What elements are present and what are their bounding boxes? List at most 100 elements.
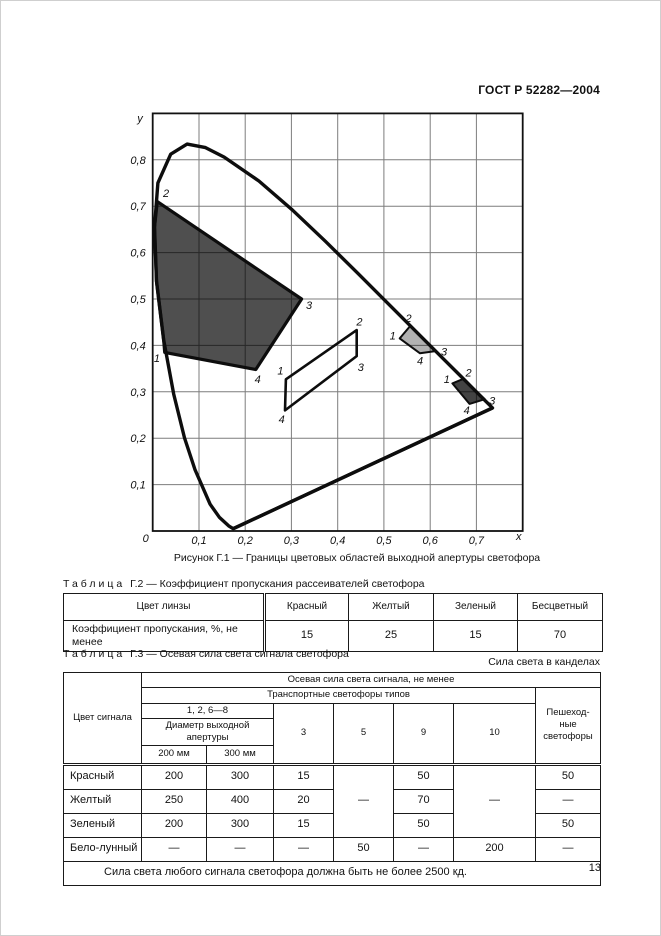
g3-header-row-3: 1, 2, 6—8 3 5 9 10 [64, 702, 601, 765]
y-tick-label: 0,5 [130, 294, 146, 306]
g3-whitemoon-signal: Бело-лунный [63, 836, 142, 862]
y-tick-label: 0,4 [130, 340, 145, 352]
g2-value-green: 15 [433, 619, 518, 653]
g3-header-diameter: Диаметр выходной апертуры [141, 717, 274, 746]
origin-tick-label: 0 [143, 533, 150, 545]
yellow-region-vertex-label: 4 [417, 356, 423, 368]
g3-whitemoon-t5: 50 [333, 836, 394, 862]
g3-row-red: Красный 200 300 15 — 50 — 50 [63, 762, 602, 838]
y-tick-label: 0,7 [130, 201, 146, 213]
g3-header-type-10: 10 [453, 702, 536, 765]
white-region-vertex-label: 4 [279, 414, 285, 426]
g3-yellow-t3: 20 [273, 788, 334, 814]
g2-value-colorless: 70 [517, 619, 603, 653]
g3-whitemoon-ped: — [534, 836, 602, 862]
x-tick-label: 0,2 [238, 535, 253, 547]
g3-red-t9: 50 [393, 762, 454, 790]
g3-whitemoon-300: — [206, 836, 274, 862]
g3-yellow-ped: — [534, 788, 602, 814]
red-region-vertex-label: 1 [444, 374, 450, 386]
red-region-vertex-label: 3 [489, 396, 496, 408]
g3-header-row-5: 200 мм 300 мм [64, 744, 601, 765]
g3-header-200mm: 200 мм [141, 744, 207, 765]
y-tick-label: 0,8 [130, 155, 146, 167]
grid-lines [152, 113, 523, 531]
g2-value-red: 15 [263, 619, 349, 653]
green-region-vertex-label: 1 [154, 353, 160, 365]
y-tick-label: 0,3 [130, 387, 146, 399]
g3-footer-note: Сила света любого сигнала светофора долж… [62, 860, 602, 886]
purple-line [232, 406, 494, 531]
figure-g1: 1 2 3 4 1 2 3 4 1 2 3 4 1 2 3 4 0,1 0,2 0,3 0,4 0,5 0,6 0,7 0,8… [99, 101, 559, 561]
white-region-vertex-label: 2 [355, 317, 362, 329]
g3-red-ped: 50 [534, 762, 602, 790]
g3-header-transport: Транспортные светофоры типов [141, 686, 536, 704]
yellow-region-outline [398, 324, 438, 355]
green-region-outline [152, 199, 304, 372]
white-region-vertex-label: 3 [358, 362, 365, 374]
g2-value-yellow: 25 [348, 619, 434, 653]
g2-header-green: Зеленый [433, 593, 518, 621]
g3-yellow-t9: 70 [393, 788, 454, 814]
g3-red-t3: 15 [273, 762, 334, 790]
chromaticity-diagram: 12341234123412340,10,20,30,40,50,60,70,8… [130, 112, 524, 547]
x-tick-label: 0,7 [469, 535, 485, 547]
g3-header-type-5: 5 [333, 702, 394, 765]
g3-green-200: 200 [141, 812, 207, 838]
g3-header-signal-color: Цвет сигнала [63, 672, 142, 765]
x-tick-label: 0,5 [376, 535, 392, 547]
x-tick-label: 0,4 [330, 535, 345, 547]
g3-whitemoon-t3: — [273, 836, 334, 862]
table-g2-title: Таблица Г.2 — Коэффициент пропускания рас… [63, 578, 425, 590]
g3-red-200: 200 [141, 762, 207, 790]
g3-header-type-9: 9 [393, 702, 454, 765]
g3-yellow-300: 400 [206, 788, 274, 814]
g3-footer-row: Сила света любого сигнала светофора долж… [62, 860, 602, 886]
green-region-vertex-label: 2 [162, 188, 169, 200]
page-number: 13 [588, 862, 601, 874]
table-g3-label: Таблица [63, 648, 126, 660]
y-axis-label: y [136, 113, 144, 125]
g3-whitemoon-t10: 200 [453, 836, 536, 862]
red-region-vertex-label: 2 [465, 368, 472, 380]
y-tick-label: 0,1 [130, 480, 145, 492]
table-g3-title: Таблица Г.3 — Осевая сила света сигнала с… [63, 648, 349, 660]
red-region-vertex-label: 4 [464, 405, 470, 417]
g2-header-yellow: Желтый [348, 593, 434, 621]
plot-frame [151, 112, 524, 532]
g3-red-300: 300 [206, 762, 274, 790]
table-g3-title-text: Г.3 — Осевая сила света сигнала светофор… [130, 648, 349, 660]
spectral-locus [152, 142, 495, 531]
white-region-outline [283, 328, 359, 412]
x-tick-label: 0,6 [423, 535, 439, 547]
g3-yellow-signal: Желтый [63, 788, 142, 814]
g2-row-label: Коэффициент пропускания, %, не менее [63, 619, 265, 653]
g3-green-t3: 15 [273, 812, 334, 838]
g2-header-colorless: Бесцветный [517, 593, 603, 621]
g3-header-300mm: 300 мм [206, 744, 274, 765]
g2-header-lens-color: Цвет линзы [63, 593, 265, 621]
g3-header-types-1268: 1, 2, 6—8 [141, 702, 274, 719]
figure-caption: Рисунок Г.1 — Границы цветовых областей … [173, 552, 541, 564]
table-g2-label: Таблица [63, 578, 126, 590]
document-code: ГОСТ Р 52282—2004 [478, 83, 600, 97]
table-g2-header-row: Цвет линзы Красный Желтый Зеленый Бесцве… [63, 593, 603, 621]
y-tick-label: 0,6 [130, 248, 146, 260]
g3-yellow-200: 250 [141, 788, 207, 814]
x-tick-label: 0,1 [191, 535, 206, 547]
g3-whitemoon-t9: — [393, 836, 454, 862]
white-region-vertex-label: 1 [277, 365, 283, 377]
yellow-region-vertex-label: 3 [441, 346, 448, 358]
g3-green-300: 300 [206, 812, 274, 838]
g3-green-signal: Зеленый [63, 812, 142, 838]
green-region-vertex-label: 3 [306, 300, 313, 312]
g3-red-signal: Красный [63, 762, 142, 790]
g3-header-pedestrian: Пешеход-ные светофоры [534, 686, 602, 765]
g3-header-row-2: Транспортные светофоры типов Пешеход-ные… [64, 686, 602, 765]
table-g3-unit-note: Сила света в канделах [488, 656, 600, 668]
g3-header-row-1: Цвет сигнала Осевая сила света сигнала, … [63, 672, 602, 765]
table-g3: Цвет сигнала Осевая сила света сигнала, … [62, 672, 602, 886]
x-tick-label: 0,3 [284, 535, 300, 547]
g3-green-ped: 50 [534, 812, 602, 838]
g3-header-type-3: 3 [273, 702, 334, 765]
